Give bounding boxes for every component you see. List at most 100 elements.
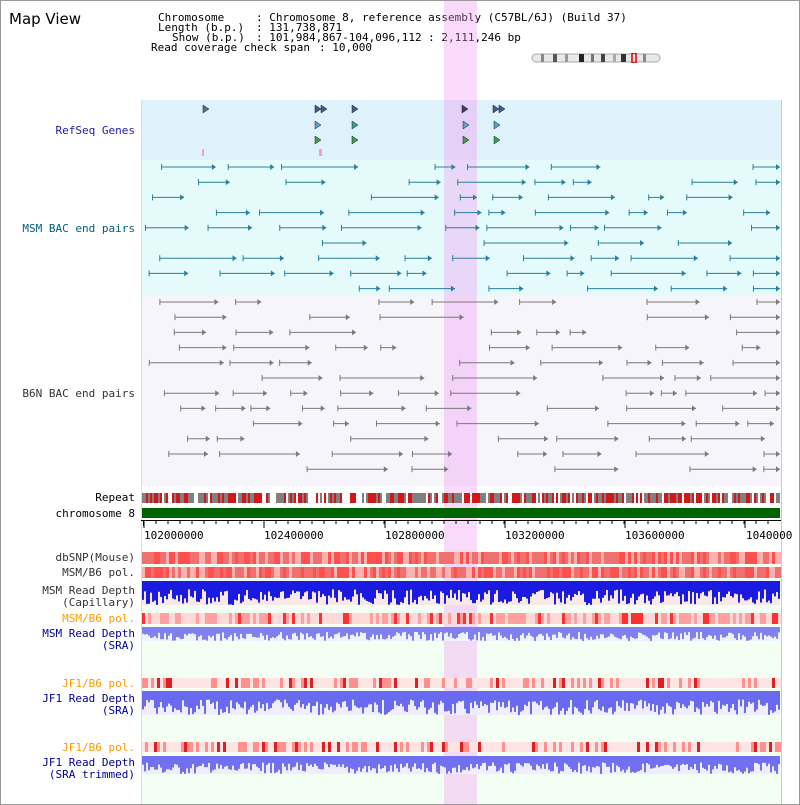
jf1-depth-sra-bar [724, 691, 726, 706]
jf1-depth-trim-bar [328, 756, 330, 768]
jf1-depth-trim-bar [242, 756, 244, 764]
msm-depth-capillary-bar [350, 581, 352, 602]
msm-depth-capillary-bar [762, 581, 764, 599]
msm-b6-pol-cell [619, 567, 622, 578]
msm-depth-sra-bar [330, 627, 332, 637]
msm-depth-sra-bar [582, 627, 584, 641]
dbsnp-cell [703, 552, 706, 564]
repeat-segment [578, 493, 580, 503]
msm-b6-pol-2-cell [154, 613, 157, 624]
msm-depth-capillary-bar [348, 581, 350, 600]
jf1-depth-trim-bar [240, 756, 242, 765]
repeat-segment [564, 493, 566, 503]
msm-b6-pol-cell [217, 567, 220, 578]
jf1-depth-trim-bar [572, 756, 574, 772]
dbsnp-cell [649, 552, 652, 564]
repeat-segment [256, 493, 258, 503]
jf1-b6-pol-2-cell [373, 742, 376, 752]
msm-depth-capillary-bar [528, 581, 530, 604]
repeat-segment [150, 493, 152, 503]
dbsnp-cell [403, 552, 406, 564]
msm-depth-capillary-bar [250, 581, 252, 601]
b6n-bac-pair-arrow [618, 344, 623, 351]
dbsnp-cell [679, 552, 682, 564]
msm-depth-sra-bar [668, 627, 670, 640]
repeat-segment [158, 493, 160, 503]
jf1-b6-pol-2-cell [628, 742, 631, 752]
msm-depth-sra-bar [380, 627, 382, 635]
jf1-b6-pol-cell [307, 678, 310, 688]
jf1-depth-sra-bar [344, 691, 346, 702]
jf1-depth-sra-bar [512, 691, 514, 708]
dbsnp-cell [619, 552, 622, 564]
dbsnp-cell [187, 552, 190, 564]
jf1-b6-pol-cell [364, 678, 367, 688]
msm-bac-pair-arrow [610, 194, 615, 201]
jf1-depth-trim-bar [702, 756, 704, 768]
jf1-depth-sra-bar [674, 691, 676, 710]
repeat-segment [292, 493, 294, 503]
jf1-b6-pol-cell [619, 678, 622, 688]
selected-region-highlight[interactable] [444, 1, 477, 804]
dbsnp-cell [439, 552, 442, 564]
jf1-depth-trim-bar [356, 756, 358, 771]
jf1-depth-trim-bar [734, 756, 736, 768]
msm-b6-pol-cell [214, 567, 217, 578]
msm-depth-sra-bar [492, 627, 494, 636]
repeat-segment [348, 493, 350, 503]
repeat-segment [304, 493, 306, 503]
jf1-b6-pol-2-cell [571, 742, 574, 752]
msm-b6-pol-2-cell [769, 613, 772, 624]
b6n-bac-pair-arrow [444, 466, 449, 473]
jf1-depth-trim-bar [704, 756, 706, 769]
jf1-depth-sra-bar [380, 691, 382, 714]
msm-b6-pol-cell [493, 567, 496, 578]
jf1-b6-pol-cell [274, 678, 277, 688]
repeat-segment [408, 493, 410, 503]
jf1-depth-sra-bar [616, 691, 618, 702]
repeat-segment [432, 493, 434, 503]
msm-b6-pol-cell [247, 567, 250, 578]
jf1-b6-pol-cell [280, 678, 283, 688]
msm-b6-pol-2-cell [337, 613, 340, 624]
jf1-depth-sra-bar [550, 691, 552, 715]
msm-depth-capillary-bar [736, 581, 738, 595]
msm-depth-sra-bar [568, 627, 570, 634]
msm-depth-capillary-bar [274, 581, 276, 598]
msm-depth-capillary-bar [238, 581, 240, 594]
jf1-b6-pol-cell [292, 678, 295, 688]
jf1-depth-sra-bar [390, 691, 392, 711]
jf1-b6-pol-cell [196, 678, 199, 688]
jf1-depth-sra-bar [296, 691, 298, 704]
jf1-depth-trim-bar [354, 756, 356, 774]
msm-depth-sra-bar [260, 627, 262, 634]
jf1-b6-pol-cell [367, 678, 370, 688]
axis-tick-0: 102000000 [144, 529, 204, 542]
jf1-depth-sra-bar [324, 691, 326, 708]
jf1-depth-trim-bar [238, 756, 240, 769]
msm-b6-pol-cell [196, 567, 199, 578]
msm-depth-capillary-bar [448, 581, 450, 599]
msm-depth-capillary-bar [764, 581, 766, 590]
msm-depth-sra-bar [740, 627, 742, 640]
msm-bac-pair-arrow [322, 224, 327, 231]
jf1-b6-pol-2-cell [151, 742, 154, 752]
msm-depth-capillary-bar [154, 581, 156, 601]
jf1-b6-pol-cell [322, 678, 325, 688]
msm-b6-pol-cell [202, 567, 205, 578]
jf1-depth-trim-bar [160, 756, 162, 768]
msm-depth-sra-bar [246, 627, 248, 634]
repeat-segment [568, 493, 570, 503]
jf1-depth-sra-bar [526, 691, 528, 707]
jf1-b6-pol-2-cell [364, 742, 367, 752]
repeat-segment [228, 493, 230, 503]
chromosome-ideogram[interactable] [531, 53, 661, 63]
msm-bac-pair-arrow [519, 285, 524, 292]
msm-b6-pol-2-cell [754, 613, 757, 624]
jf1-depth-sra-bar [766, 691, 768, 703]
jf1-b6-pol-2-cell [679, 742, 682, 752]
jf1-depth-trim-bar [494, 756, 496, 766]
msm-b6-pol-2-cell [622, 613, 625, 624]
msm-b6-pol-2-cell [667, 613, 670, 624]
